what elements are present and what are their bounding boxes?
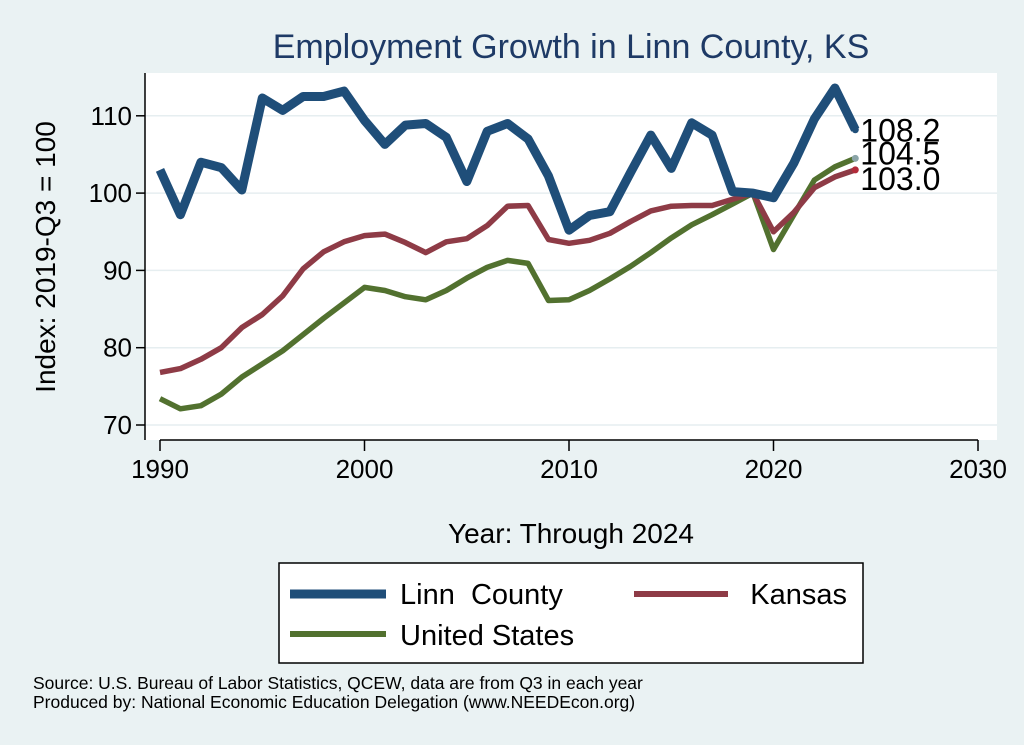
- x-tick-label-2020: 2020: [745, 454, 803, 484]
- end-label-united-states: 104.5: [860, 135, 940, 171]
- end-label-linn-county: 108.2: [860, 113, 940, 149]
- series-line-linn-county: [155, 83, 860, 235]
- end-marker-1: [851, 166, 859, 174]
- y-axis-title: Index: 2019-Q3 = 100: [30, 121, 61, 393]
- legend: Linn County Kansas United States: [278, 562, 864, 664]
- end-marker-0: [851, 126, 859, 134]
- plot-area: [145, 73, 997, 440]
- series-line-kansas: [159, 167, 857, 376]
- legend-label-linn-county: Linn County: [400, 579, 563, 611]
- y-tick-label-80: 80: [103, 333, 132, 363]
- y-tick-label-70: 70: [103, 410, 132, 440]
- x-tick-label-2010: 2010: [540, 454, 598, 484]
- end-marker-2: [851, 154, 859, 162]
- x-axis-title: Year: Through 2024: [448, 518, 694, 549]
- y-tick-label-100: 100: [89, 178, 132, 208]
- axes: 70 80 90 100 110 1990 2000 2010 2020 2030: [89, 73, 1007, 484]
- x-tick-label-1990: 1990: [131, 454, 189, 484]
- series-line-united-states: [158, 155, 857, 412]
- legend-box: [278, 562, 864, 664]
- legend-label-kansas: Kansas: [750, 579, 847, 611]
- y-tick-label-90: 90: [103, 255, 132, 285]
- chart-title: Employment Growth in Linn County, KS: [273, 28, 870, 66]
- producer-note: Produced by: National Economic Education…: [33, 692, 635, 712]
- end-label-kansas: 103.0: [860, 161, 940, 197]
- source-note: Source: U.S. Bureau of Labor Statistics,…: [33, 673, 643, 693]
- series-lines: [155, 83, 860, 412]
- y-tick-label-110: 110: [91, 101, 132, 131]
- x-tick-label-2000: 2000: [336, 454, 394, 484]
- x-tick-label-2030: 2030: [949, 454, 1007, 484]
- legend-label-united-states: United States: [400, 620, 574, 652]
